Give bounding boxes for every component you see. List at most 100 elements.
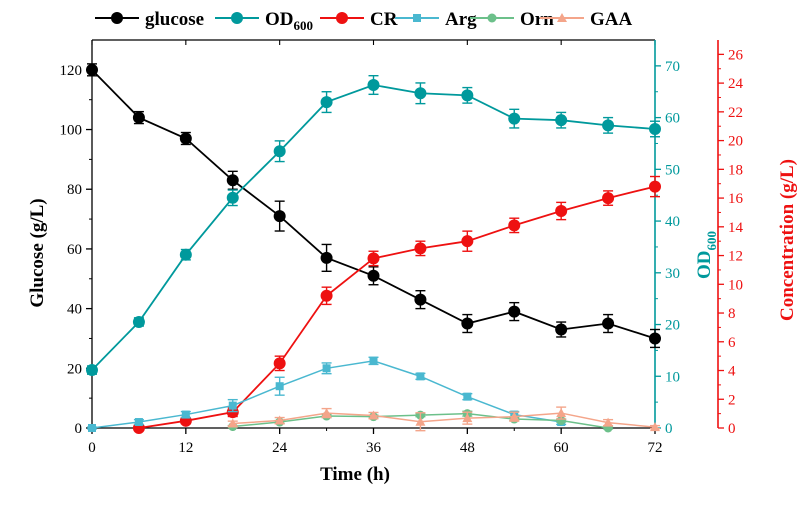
concentration-tick-label: 12 [728, 249, 743, 265]
legend-marker [336, 12, 348, 24]
x-tick-label: 72 [648, 440, 663, 456]
od600-series [86, 74, 661, 377]
glucose-point [602, 317, 615, 330]
od600-tick-label: 40 [665, 214, 680, 230]
od600-point [320, 96, 333, 109]
left-tick-label: 60 [67, 242, 82, 258]
legend-label-main: OD [265, 9, 294, 30]
cr-point [602, 192, 615, 205]
legend-label-glucose: glucose [145, 9, 204, 30]
od600-point [555, 114, 568, 127]
x-tick-label: 36 [366, 440, 382, 456]
concentration-tick-label: 10 [728, 277, 743, 293]
concentration-tick-label: 0 [728, 421, 736, 437]
arg-point [134, 418, 143, 427]
left-axis-title: Glucose (g/L) [27, 198, 48, 307]
cr-series [132, 175, 661, 434]
concentration-tick-label: 8 [728, 306, 736, 322]
od600-axis: 0 10 20 30 40 50 60 70 [654, 40, 680, 437]
od600-tick-label: 60 [665, 111, 680, 127]
legend-item-glucose: glucose [95, 9, 204, 30]
od600-point [273, 145, 286, 158]
orn-point [556, 416, 566, 426]
concentration-tick-label: 16 [728, 191, 744, 207]
arg-series [87, 356, 567, 432]
gaa-point [556, 408, 567, 418]
concentration-tick-label: 20 [728, 134, 743, 150]
glucose-point [414, 293, 427, 306]
arg-point [369, 356, 378, 365]
legend-label-sub: 600 [294, 18, 314, 33]
od600-point [179, 248, 192, 261]
legend-label-orn: Orn [520, 9, 554, 30]
x-tick-label: 24 [272, 440, 288, 456]
concentration-tick-label: 14 [728, 220, 744, 236]
concentration-tick-label: 6 [728, 335, 736, 351]
glucose-point [320, 251, 333, 264]
gaa-point [650, 422, 660, 432]
gaa-point [603, 417, 614, 427]
glucose-point [367, 269, 380, 282]
glucose-point [555, 323, 568, 336]
cr-line [138, 185, 656, 429]
right2-axis-title: Concentration (g/L) [777, 159, 798, 321]
od600-point [602, 119, 615, 132]
x-tick-label: 60 [554, 440, 569, 456]
glucose-axis: 0 20 40 60 80 100 120 [60, 63, 92, 437]
glucose-line [91, 69, 656, 340]
od-label-main: OD [694, 251, 715, 280]
gaa-point [368, 410, 379, 420]
glucose-series [86, 63, 661, 349]
gaa-line [232, 412, 656, 428]
left-tick-label: 120 [60, 63, 83, 79]
legend-label-od600: OD600 [265, 9, 313, 33]
od600-tick-label: 10 [665, 369, 680, 385]
glucose-point [649, 332, 661, 345]
left-tick-label: 40 [67, 302, 82, 318]
concentration-tick-label: 2 [728, 392, 736, 408]
arg-point [88, 424, 96, 432]
glucose-point [226, 174, 239, 187]
right1-axis-title: OD600 [694, 231, 719, 279]
legend-marker [111, 12, 123, 24]
arg-point [463, 392, 472, 401]
gaa-point [509, 411, 520, 421]
glucose-point [273, 210, 286, 223]
legend-marker [487, 13, 497, 23]
legend-item-od600: OD600 [215, 9, 313, 33]
series-layer [86, 63, 661, 434]
left-tick-label: 80 [67, 182, 82, 198]
od600-point [649, 122, 661, 135]
plot-frame [91, 39, 655, 429]
cr-point [320, 289, 333, 302]
x-tick-label: 0 [88, 440, 96, 456]
concentration-tick-label: 24 [728, 76, 744, 92]
od600-point [86, 364, 98, 377]
od600-tick-label: 50 [665, 162, 680, 178]
left-tick-label: 20 [67, 361, 82, 377]
legend: glucose OD600 CR Arg Orn GAA [95, 9, 633, 33]
x-tick-label: 12 [178, 440, 193, 456]
cr-point [273, 357, 286, 370]
glucose-point [132, 111, 145, 124]
left-tick-label: 0 [75, 421, 83, 437]
glucose-point [508, 305, 521, 318]
od600-point [226, 191, 239, 204]
arg-point [275, 382, 284, 391]
legend-item-cr: CR [320, 9, 398, 30]
concentration-tick-label: 22 [728, 105, 743, 121]
od600-tick-label: 30 [665, 266, 680, 282]
arg-point [416, 372, 425, 381]
od600-tick-label: 0 [665, 421, 673, 437]
od600-point [414, 87, 427, 100]
gaa-point [321, 408, 332, 418]
od600-point [367, 79, 380, 92]
cr-point [367, 252, 380, 265]
od600-point [461, 89, 474, 102]
od600-tick-label: 70 [665, 59, 680, 75]
glucose-point [461, 317, 474, 330]
legend-item-arg: Arg [395, 9, 477, 30]
concentration-tick-label: 4 [728, 364, 736, 380]
